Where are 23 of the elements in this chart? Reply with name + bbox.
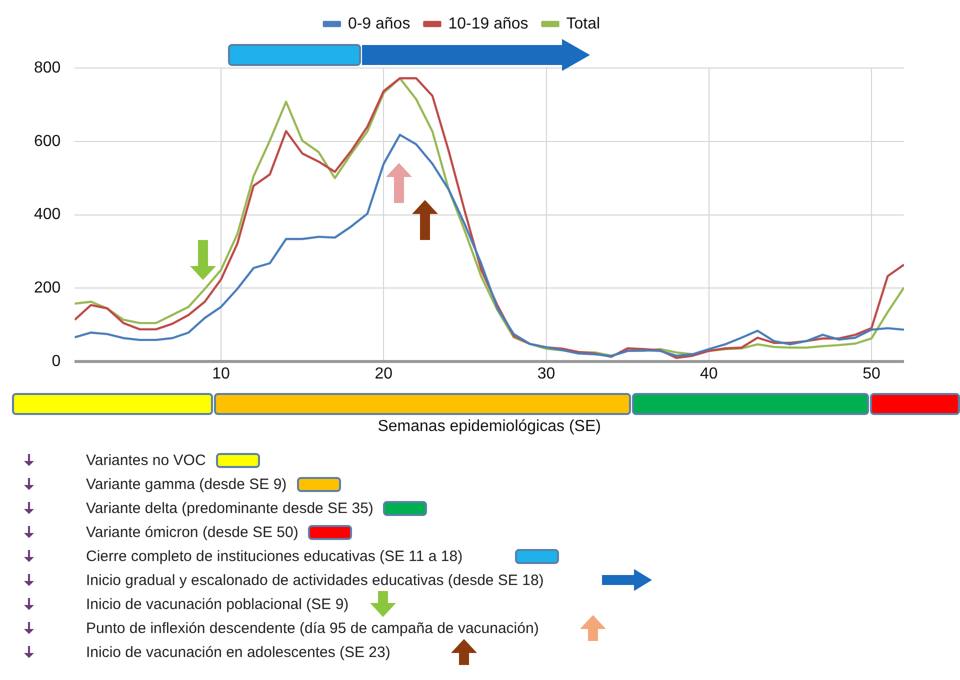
legend-label: Total: [566, 15, 600, 32]
x-tick-label: 20: [374, 366, 393, 383]
x-axis-title: Semanas epidemiológicas (SE): [378, 418, 601, 435]
legend-label: 0-9 años: [348, 15, 410, 32]
text: Variante delta (predominante desde SE 35): [86, 500, 374, 516]
x-tick-label: 10: [212, 366, 230, 383]
text: Inicio gradual y escalonado de actividades educativas (desde SE 18): [86, 572, 544, 588]
y-tick-label: 400: [34, 206, 61, 224]
x-tick-label: 40: [700, 366, 718, 383]
text: Inicio de vacunación en adolescentes (SE 23): [86, 644, 390, 660]
x-tick-label: 50: [862, 366, 880, 383]
text: Punto de inflexión descendente (día 95 de campaña de vacunación): [86, 620, 539, 636]
y-tick-label: 200: [34, 280, 61, 297]
text: Variantes no VOC: [86, 452, 206, 468]
text: Inicio de vacunación poblacional (SE 9): [86, 596, 349, 612]
legend-label: 10-19 años: [448, 15, 528, 32]
text: Variante ómicron (desde SE 50): [86, 524, 298, 540]
y-tick-label: 0: [52, 353, 61, 370]
text: Cierre completo de instituciones educativas (SE 11 a 18): [86, 548, 463, 564]
text: Variante gamma (desde SE 9): [86, 476, 287, 492]
x-tick-label: 30: [537, 366, 556, 383]
y-tick-label: 600: [34, 132, 61, 150]
y-tick-label: 800: [34, 59, 61, 76]
